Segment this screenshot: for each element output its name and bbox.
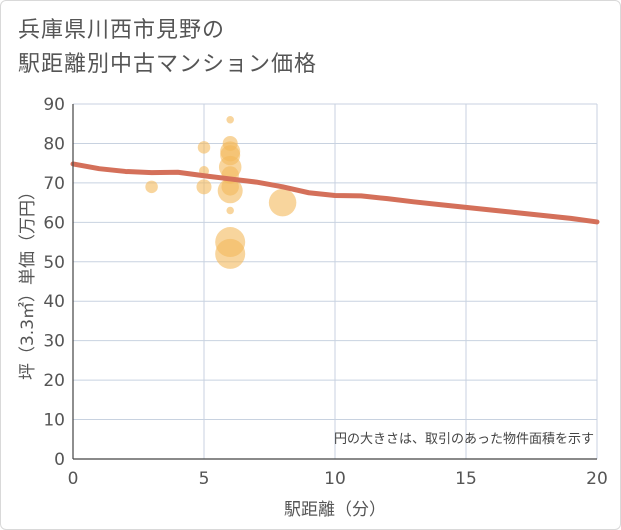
trend-line [70, 161, 600, 225]
axes [72, 104, 597, 460]
y-tick-label: 60 [43, 213, 65, 233]
tick-labels: 0 10 20 30 40 50 60 70 80 90 0 5 10 15 20 [43, 95, 607, 489]
y-axis-label: 坪（3.3㎡）単価（万円） [18, 183, 38, 380]
chart-title-line1: 兵庫県川西市見野の [18, 18, 226, 43]
y-tick-label: 30 [43, 332, 65, 352]
trend-series [70, 161, 600, 225]
x-tick-label: 0 [68, 469, 79, 489]
x-tick-label: 5 [199, 469, 210, 489]
x-axis-label: 駅距離（分） [284, 500, 386, 520]
x-tick-label: 15 [455, 469, 477, 489]
y-tick-label: 10 [43, 411, 65, 431]
data-point [268, 188, 297, 217]
y-tick-label: 50 [43, 253, 65, 273]
data-point [217, 178, 243, 204]
data-point [197, 141, 211, 154]
chart-title: 兵庫県川西市見野の 駅距離別中古マンション価格 [18, 14, 317, 82]
data-point [145, 180, 158, 194]
y-tick-label: 40 [43, 292, 65, 312]
y-tick-label: 80 [43, 134, 65, 154]
y-tick-label: 70 [43, 174, 65, 194]
x-tick-label: 10 [324, 469, 346, 489]
chart-title-line2: 駅距離別中古マンション価格 [18, 52, 318, 77]
data-point [215, 238, 246, 269]
y-tick-label: 0 [54, 450, 65, 470]
data-point [226, 116, 234, 124]
grid-lines [72, 103, 598, 460]
x-tick-label: 20 [586, 469, 608, 489]
y-tick-label: 90 [43, 95, 65, 115]
bubble-series [145, 116, 297, 269]
data-point [226, 206, 234, 215]
y-tick-label: 20 [43, 371, 65, 391]
data-point [196, 179, 212, 195]
size-note: 円の大きさは、取引のあった物件面積を示す [334, 432, 594, 447]
